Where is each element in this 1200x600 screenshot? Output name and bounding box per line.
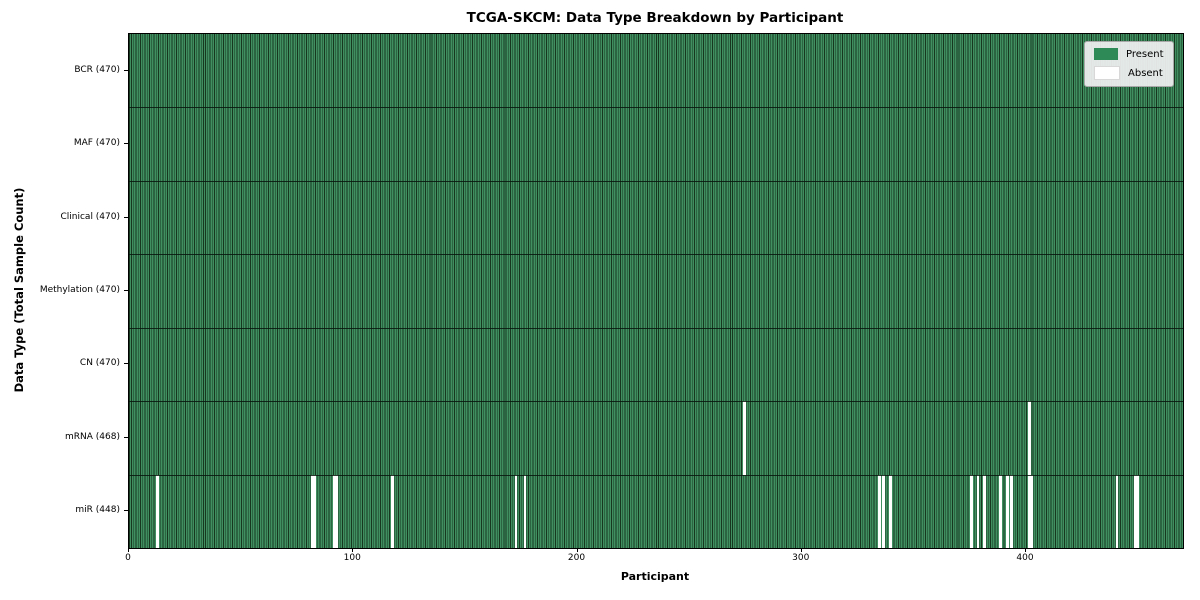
- y-tick-mark: [124, 69, 128, 71]
- absent-mark: [969, 474, 973, 548]
- absent-mark: [1133, 474, 1137, 548]
- y-tick-mark: [124, 363, 128, 365]
- y-tick-label: CN (470): [79, 358, 120, 369]
- x-tick-label: 0: [125, 553, 131, 563]
- heatmap-row-maf: [129, 107, 1183, 181]
- y-axis-label: Data Type (Total Sample Count): [12, 187, 26, 393]
- heatmap-row-cn: [129, 327, 1183, 402]
- absent-mark: [333, 474, 336, 548]
- absent-mark: [1115, 474, 1119, 548]
- absent-mark: [335, 474, 339, 548]
- absent-mark: [889, 474, 892, 548]
- absent-mark: [1028, 401, 1031, 475]
- legend-swatch-absent-icon: [1094, 66, 1120, 80]
- y-tick-label: Methylation (470): [39, 285, 120, 295]
- absent-mark: [310, 474, 314, 548]
- absent-mark: [999, 474, 1002, 548]
- row-divider: [129, 180, 1183, 182]
- absent-mark: [983, 474, 987, 548]
- y-tick-label: Clinical (470): [60, 211, 120, 222]
- absent-mark: [1135, 474, 1139, 548]
- y-tick-label: miR (448): [75, 505, 120, 516]
- legend-swatch-present-icon: [1094, 48, 1118, 60]
- y-tick-label: mRNA (468): [65, 431, 120, 442]
- legend-label: Absent: [1128, 67, 1163, 79]
- legend: Present Absent: [1084, 41, 1174, 87]
- heatmap-row-bcr: [129, 34, 1183, 108]
- y-tick-mark: [124, 216, 128, 218]
- x-tick-mark: [128, 548, 129, 552]
- x-tick-label: 300: [792, 553, 810, 563]
- plot-area: [128, 33, 1184, 549]
- heatmap-row-methylation: [129, 254, 1183, 328]
- x-tick-mark: [576, 548, 578, 552]
- y-tick-mark: [124, 436, 128, 438]
- y-tick-mark: [124, 510, 128, 512]
- chart-title: TCGA-SKCM: Data Type Breakdown by Partic…: [466, 10, 844, 26]
- row-divider: [129, 474, 1183, 476]
- absent-mark: [1028, 474, 1031, 548]
- absent-mark: [312, 474, 316, 548]
- legend-item-present: Present: [1094, 48, 1164, 60]
- absent-mark: [1010, 474, 1014, 548]
- y-tick-mark: [124, 143, 128, 145]
- absent-mark: [976, 474, 980, 548]
- row-divider: [129, 107, 1183, 109]
- absent-mark: [155, 474, 159, 548]
- absent-mark: [1030, 474, 1034, 548]
- heatmap-row-mir: [129, 474, 1183, 548]
- heatmap-row-mrna: [129, 401, 1183, 475]
- x-tick-mark: [1025, 548, 1027, 552]
- x-tick-label: 200: [567, 553, 586, 563]
- row-divider: [129, 254, 1183, 256]
- absent-mark: [391, 474, 395, 548]
- absent-mark: [743, 401, 747, 475]
- absent-mark: [514, 474, 518, 548]
- x-tick-mark: [800, 548, 802, 552]
- absent-mark: [878, 474, 881, 548]
- y-tick-label: BCR (470): [74, 64, 120, 75]
- y-tick-label: MAF (470): [73, 138, 120, 149]
- legend-item-absent: Absent: [1094, 66, 1164, 80]
- x-axis-label: Participant: [620, 570, 690, 583]
- absent-mark: [523, 474, 527, 548]
- x-tick-label: 100: [343, 553, 361, 563]
- absent-mark: [1005, 474, 1009, 548]
- row-divider: [129, 401, 1183, 403]
- x-tick-label: 400: [1016, 553, 1034, 563]
- heatmap-row-clinical: [129, 180, 1183, 255]
- y-tick-mark: [124, 290, 128, 291]
- row-divider: [129, 327, 1183, 329]
- legend-label: Present: [1126, 48, 1164, 60]
- absent-mark: [882, 474, 886, 548]
- x-tick-mark: [352, 548, 354, 552]
